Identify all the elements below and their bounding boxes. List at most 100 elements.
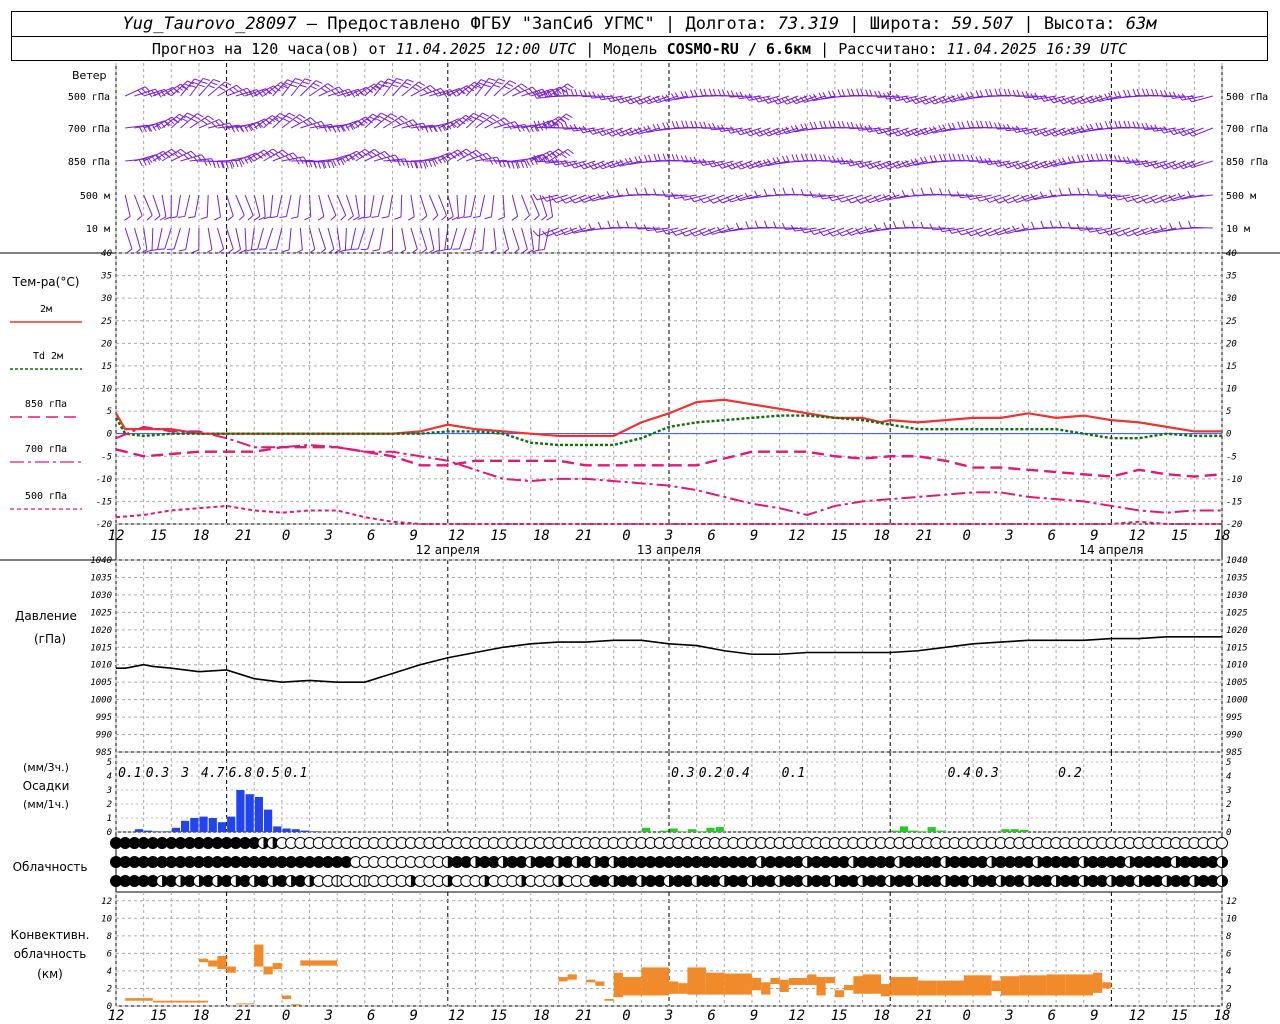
wind-barb-shaft: [327, 227, 335, 250]
wind-barb-flag: [290, 216, 298, 220]
wind-barb-flag: [993, 160, 999, 167]
wind-barb-flag: [624, 129, 631, 136]
wind-barb-flag: [1168, 163, 1175, 170]
precip-bar-blue: [199, 816, 208, 832]
x-tick-label-top: 3: [664, 528, 673, 544]
wind-barb: [837, 120, 863, 129]
wind-barb-flag: [997, 122, 1002, 130]
convective-ytick-right: 0: [1226, 1002, 1231, 1012]
wind-barb: [438, 194, 448, 221]
wind-barb: [124, 194, 131, 221]
wind-barb-shaft: [536, 194, 559, 201]
wind-barb-flag: [177, 215, 185, 218]
wind-barb-shaft: [1136, 227, 1158, 237]
wind-barb-flag: [823, 154, 827, 162]
wind-barb-shaft: [547, 227, 568, 237]
x-tick-label-top: 18: [873, 528, 890, 544]
convective-ytick-right: 8: [1226, 932, 1231, 942]
wind-barb-flag: [781, 155, 786, 163]
wind-barb-flag: [726, 163, 732, 170]
wind-barb-flag: [791, 187, 795, 195]
wind-barb-flag: [419, 161, 423, 169]
wind-barb-flag: [154, 215, 161, 221]
wind-barb-flag: [363, 216, 371, 219]
precip-ytick-right: 3: [1225, 786, 1231, 796]
wind-barb-shaft: [288, 227, 292, 250]
wind-barb-flag: [377, 115, 385, 120]
x-tick-label-bottom: 3: [1004, 1008, 1013, 1024]
wind-barb: [1168, 91, 1195, 99]
wind-barb-flag: [1095, 122, 1100, 130]
wind-barb-flag: [511, 215, 518, 221]
wind-barb-flag: [984, 230, 990, 237]
wind-barb: [125, 158, 151, 167]
wind-barb-flag: [514, 87, 521, 93]
convective-ytick-left: 6: [107, 949, 112, 959]
wind-barb-flag: [358, 90, 365, 96]
wind-barb: [1085, 95, 1112, 104]
wind-barb-flag: [818, 230, 824, 236]
wind-barb-shaft: [841, 227, 863, 237]
wind-barb-flag: [588, 91, 593, 99]
convective-segment: [641, 967, 669, 996]
wind-barb-flag: [247, 156, 253, 164]
wind-barb-flag: [546, 120, 551, 128]
wind-barb: [644, 187, 670, 196]
wind-barb-shaft: [1155, 194, 1177, 204]
wind-barb: [427, 227, 435, 254]
wind-barb: [698, 194, 725, 204]
wind-barb: [966, 154, 992, 162]
x-tick-label-bottom: 15: [831, 1008, 848, 1024]
wind-barb-shaft: [185, 227, 191, 250]
wind-barb-flag: [578, 126, 584, 134]
wind-barb: [437, 227, 449, 252]
wind-barb-flag: [253, 215, 261, 221]
wind-barb-flag: [476, 118, 484, 123]
wind-barb-flag: [901, 96, 907, 103]
pressure-ytick-left: 1020: [90, 626, 112, 636]
wind-barb-flag: [1181, 161, 1188, 168]
wind-barb-shaft: [133, 194, 143, 216]
wind-barb-flag: [730, 90, 735, 97]
wind-barb-flag: [726, 90, 731, 98]
wind-barb: [205, 227, 213, 254]
wind-barb: [781, 222, 808, 230]
wind-barb-shaft: [253, 194, 261, 217]
wind-barb-flag: [579, 89, 583, 97]
wind-barb-flag: [429, 85, 436, 91]
wind-barb: [318, 227, 327, 254]
wind-barb-flag: [582, 161, 589, 168]
wind-barb-flag: [698, 229, 705, 236]
wind-barb-shaft: [530, 194, 540, 216]
wind-barb-flag: [1071, 127, 1077, 134]
wind-barb: [521, 227, 528, 254]
precip-bar-blue: [171, 827, 181, 832]
wind-barb: [1122, 194, 1149, 203]
wind-barb-shaft: [804, 227, 826, 234]
precip-bar-green: [899, 826, 909, 832]
wind-barb-flag: [892, 130, 898, 137]
wind-barb-flag: [587, 128, 594, 135]
wind-barb: [177, 194, 191, 218]
wind-barb-flag: [126, 248, 133, 254]
wind-barb: [235, 194, 245, 221]
wind-barb: [234, 227, 242, 254]
wind-barb-flag: [711, 160, 717, 167]
wind-barb-flag: [1043, 160, 1049, 168]
wind-barb-flag: [1085, 225, 1091, 233]
wind-barb-flag: [160, 90, 166, 97]
precip-ytick-left: 0: [107, 828, 112, 838]
convective-ytick-left: 12: [101, 897, 112, 907]
wind-barb-flag: [675, 154, 680, 161]
wind-barb-flag: [234, 249, 241, 254]
x-tick-label-top: 3: [1004, 528, 1013, 544]
wind-barb-flag: [207, 115, 215, 121]
wind-barb-flag: [1058, 129, 1064, 136]
wind-barb-shaft: [878, 194, 900, 203]
wind-barb-shaft: [226, 194, 234, 217]
wind-barb-flag: [712, 88, 717, 96]
wind-barb-flag: [258, 216, 266, 221]
wind-barb-flag: [601, 161, 607, 168]
wind-barb: [818, 192, 845, 200]
wind-barb-flag: [244, 249, 252, 252]
